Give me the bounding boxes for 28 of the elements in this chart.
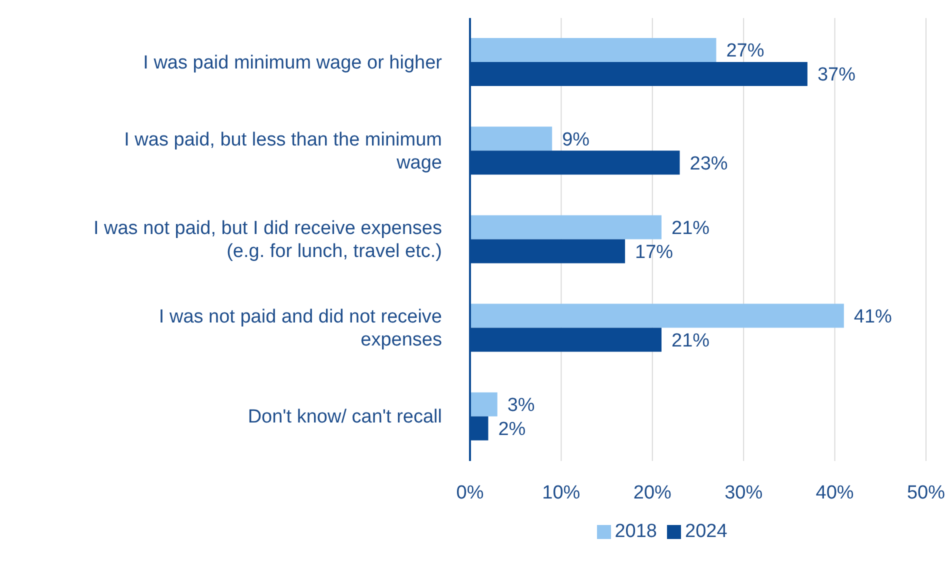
data-label: 3% [507,395,535,416]
legend-label: 2018 [614,521,657,542]
legend-label: 2024 [685,521,728,542]
y-tick-label: I was not paid, but I did receive expenses (e.g. for lunch, travel etc.) [93,218,442,262]
data-label: 2% [498,419,526,440]
bar [470,38,716,62]
x-tick-label: 10% [542,482,580,504]
x-tick-label: 40% [816,482,854,504]
data-label: 23% [690,153,728,174]
x-tick-label: 20% [633,482,672,504]
y-tick-label: Don't know/ can't recall [248,406,442,428]
bar [470,304,844,328]
x-tick-label: 30% [724,482,763,504]
bar [470,215,662,240]
data-label: 17% [635,242,674,263]
data-label: 21% [672,218,710,239]
data-label: 21% [672,330,710,352]
bar [470,392,498,416]
data-label: 37% [817,64,856,86]
x-tick-label: 0% [456,482,484,504]
data-label: 9% [562,129,590,150]
y-tick-label: I was paid minimum wage or higher [143,52,443,73]
x-tick-label: 50% [906,482,946,504]
bar [470,126,552,151]
data-label: 41% [854,306,892,328]
y-tick-label: I was not paid and did not receive expenses [158,306,442,350]
data-label: 27% [726,40,764,62]
y-tick-label: I was paid, but less than the minimum wage [124,128,442,173]
